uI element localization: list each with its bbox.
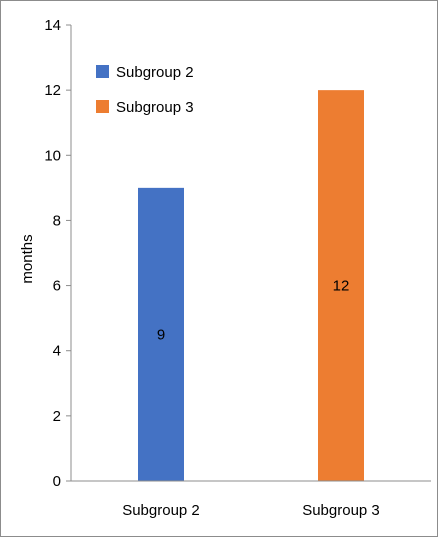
y-tick-label: 4 bbox=[53, 343, 61, 360]
legend-label: Subgroup 2 bbox=[116, 64, 194, 81]
bar-data-label: 9 bbox=[157, 326, 165, 343]
legend-swatch bbox=[96, 65, 109, 78]
y-tick-label: 2 bbox=[53, 408, 61, 425]
legend: Subgroup 2 Subgroup 3 bbox=[96, 64, 194, 116]
bar-subgroup-3 bbox=[318, 90, 364, 482]
y-tick-label: 0 bbox=[53, 473, 61, 490]
bar-subgroup-2 bbox=[138, 187, 184, 481]
x-axis-ticks: Subgroup 2 Subgroup 3 bbox=[122, 502, 380, 519]
y-tick-label: 10 bbox=[44, 147, 61, 164]
y-tick-label: 8 bbox=[53, 212, 61, 229]
x-tick-label: Subgroup 2 bbox=[122, 502, 200, 519]
legend-swatch bbox=[96, 100, 109, 113]
legend-label: Subgroup 3 bbox=[116, 99, 194, 116]
y-tick-label: 12 bbox=[44, 82, 61, 99]
bars: 9 12 bbox=[138, 90, 364, 482]
y-axis-title: months bbox=[19, 234, 36, 283]
y-tick-label: 14 bbox=[44, 17, 61, 34]
x-tick-label: Subgroup 3 bbox=[302, 502, 380, 519]
y-tick-label: 6 bbox=[53, 278, 61, 295]
bar-data-label: 12 bbox=[333, 278, 350, 295]
y-axis-ticks: 0 2 4 6 8 10 12 14 bbox=[44, 17, 71, 490]
